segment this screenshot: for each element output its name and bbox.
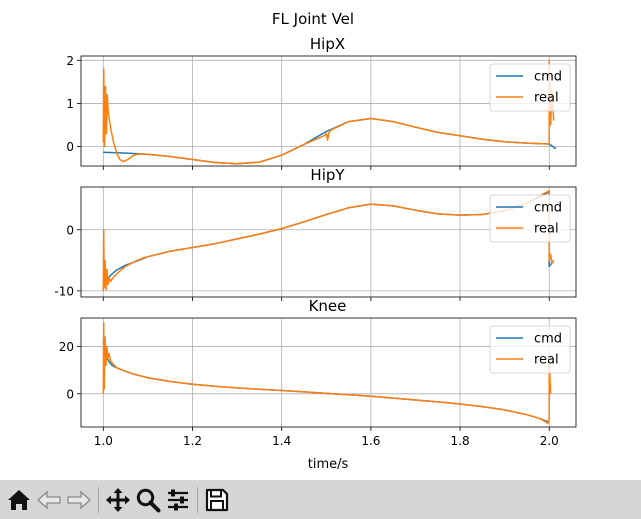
arrow-right-icon <box>67 490 91 509</box>
subplot-title: HipY <box>310 166 345 184</box>
save-button[interactable] <box>202 483 232 517</box>
y-tick-label: 2 <box>66 54 74 68</box>
y-tick-label: 1 <box>66 97 74 111</box>
axes-frame <box>80 186 577 298</box>
x-tick-label: 1.4 <box>272 434 291 448</box>
x-tick-label: 1.2 <box>183 434 202 448</box>
x-tick-label: 2.0 <box>540 434 559 448</box>
y-tick-label: -10 <box>54 284 74 298</box>
legend-label-cmd: cmd <box>534 70 562 85</box>
pan-button[interactable] <box>103 483 133 517</box>
x-axis-label: time/s <box>308 457 349 472</box>
subplot-knee: 1.0 1.2 1.4 1.6 1.8 2.0 0 20 Knee cmd real <box>59 297 577 448</box>
y-tick-label: 0 <box>66 140 74 154</box>
legend-label-cmd: cmd <box>534 332 562 347</box>
y-tick-label: 20 <box>59 340 74 354</box>
navigation-toolbar <box>0 480 641 519</box>
back-button[interactable] <box>34 483 64 517</box>
home-icon <box>8 489 30 510</box>
subplot-title: HipX <box>310 35 345 53</box>
series-line-real <box>102 321 552 425</box>
forward-button[interactable] <box>64 483 94 517</box>
series-line-real <box>102 189 555 291</box>
move-icon <box>106 487 130 512</box>
toolbar-separator <box>197 486 198 513</box>
configure-subplots-button[interactable] <box>163 483 193 517</box>
sliders-icon <box>168 489 188 510</box>
home-button[interactable] <box>4 483 34 517</box>
legend-label-real: real <box>534 353 559 368</box>
toolbar-separator <box>98 486 99 513</box>
legend: cmd real <box>489 63 571 112</box>
floppy-disk-icon <box>205 488 229 511</box>
x-tick-label: 1.6 <box>361 434 380 448</box>
subplot-title: Knee <box>309 297 347 315</box>
y-tick-label: 0 <box>66 387 74 401</box>
subplot-hipy: -10 0 HipY cmd real <box>54 166 577 301</box>
legend: cmd real <box>489 194 571 243</box>
zoom-button[interactable] <box>133 483 163 517</box>
x-tick-label: 1.0 <box>94 434 113 448</box>
axes-frame <box>80 55 577 167</box>
y-tick-label: 0 <box>66 223 74 237</box>
legend-label-cmd: cmd <box>534 201 562 216</box>
legend-label-real: real <box>534 222 559 237</box>
arrow-left-icon <box>37 490 61 509</box>
x-tick-label: 1.8 <box>451 434 470 448</box>
figure: FL Joint Vel 0 1 2 HipX cmd real -10 0 HipY cmd re… <box>54 10 577 472</box>
legend-label-real: real <box>534 91 559 106</box>
axes-frame <box>80 317 577 428</box>
subplot-hipx: 0 1 2 HipX cmd real <box>66 35 577 170</box>
legend: cmd real <box>489 325 571 374</box>
magnifier-icon <box>136 488 161 512</box>
figure-suptitle: FL Joint Vel <box>272 10 354 28</box>
series-line-cmd <box>102 191 555 286</box>
series-line-real <box>102 59 555 165</box>
